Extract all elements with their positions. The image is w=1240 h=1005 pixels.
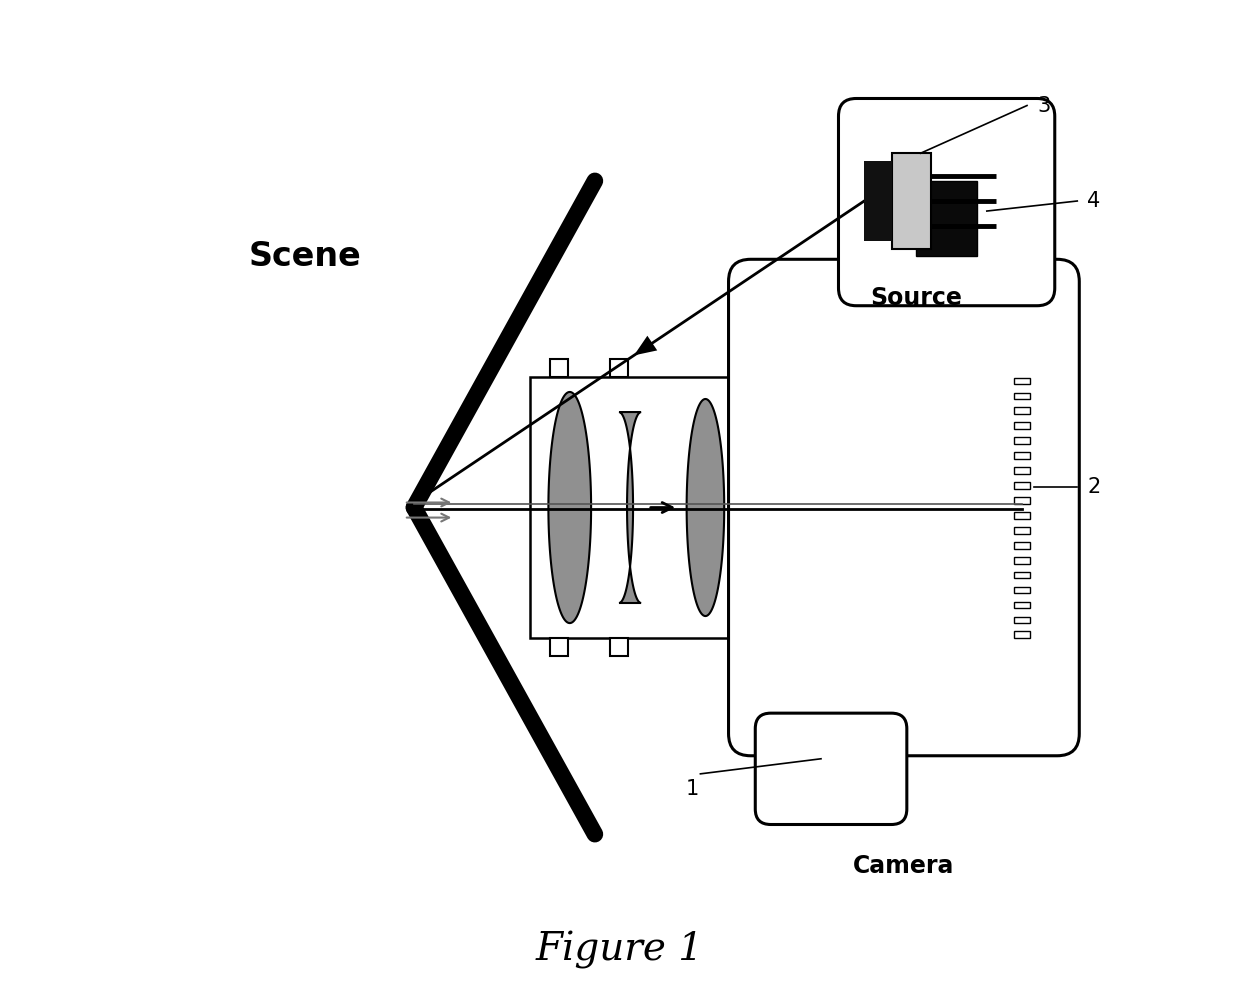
Polygon shape: [687, 399, 724, 616]
Bar: [1014, 452, 1030, 459]
FancyBboxPatch shape: [529, 377, 851, 638]
Bar: [916, 181, 977, 256]
Bar: [1014, 378, 1030, 384]
Bar: [1014, 497, 1030, 504]
Text: 4: 4: [1087, 191, 1101, 211]
Bar: [1014, 616, 1030, 623]
FancyBboxPatch shape: [755, 714, 906, 824]
Text: 1: 1: [686, 779, 698, 799]
Bar: [1014, 407, 1030, 414]
Bar: [1014, 542, 1030, 549]
Bar: [1014, 527, 1030, 534]
Bar: [1014, 572, 1030, 579]
Polygon shape: [548, 392, 591, 623]
Bar: [1014, 437, 1030, 444]
Bar: [1014, 467, 1030, 474]
Text: 2: 2: [1087, 477, 1101, 497]
Bar: [549, 638, 568, 656]
Text: Scene: Scene: [248, 240, 361, 272]
Bar: [1014, 422, 1030, 429]
Bar: [610, 638, 627, 656]
Bar: [1014, 512, 1030, 519]
Bar: [893, 153, 930, 248]
Bar: [1014, 602, 1030, 608]
Bar: [1014, 393, 1030, 399]
Text: 3: 3: [1037, 95, 1050, 116]
Text: Camera: Camera: [853, 854, 955, 878]
Bar: [610, 359, 627, 377]
Bar: [1014, 631, 1030, 638]
Polygon shape: [634, 336, 657, 356]
FancyBboxPatch shape: [838, 98, 1055, 306]
Bar: [549, 359, 568, 377]
Text: Figure 1: Figure 1: [536, 931, 704, 969]
FancyBboxPatch shape: [729, 259, 1079, 756]
Bar: [864, 161, 893, 241]
Bar: [1014, 587, 1030, 593]
Bar: [1014, 482, 1030, 488]
Polygon shape: [619, 412, 641, 603]
Text: Source: Source: [870, 286, 962, 311]
Bar: [1014, 557, 1030, 564]
